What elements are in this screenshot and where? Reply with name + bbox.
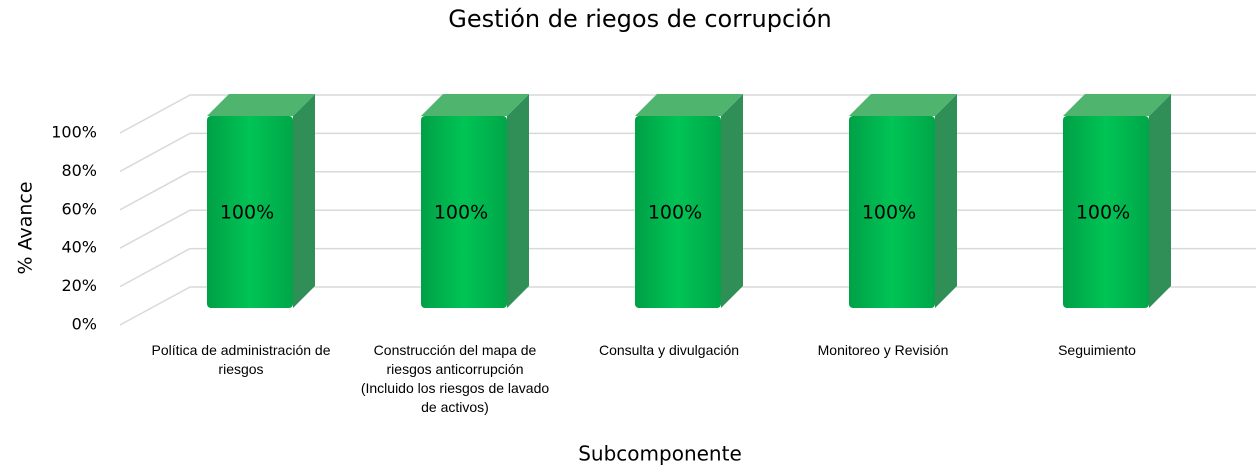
bar-top [421,94,529,116]
value-label: 100% [648,202,702,224]
bar-side [721,94,743,308]
x-axis-title: Subcomponente [578,442,742,466]
y-tick-label: 0% [72,315,97,334]
value-label: 100% [220,202,274,224]
y-axis-title: % Avance [15,181,37,274]
bar [1063,116,1149,308]
bar-top [207,94,315,116]
value-label: 100% [862,202,916,224]
y-tick-label: 40% [61,238,97,257]
bar [635,116,721,308]
bar [421,116,507,308]
bar-side [507,94,529,308]
x-tick-label: Consulta y divulgación [598,342,740,358]
y-tick-label: 20% [61,276,97,295]
bar-side [1149,94,1171,308]
bar-top [849,94,957,116]
x-tick-label: Seguimiento [1058,342,1136,358]
bar-top [1063,94,1171,116]
y-tick-label: 60% [61,199,97,218]
chart-title: Gestión de riegos de corrupción [448,5,831,33]
value-label: 100% [434,202,488,224]
value-label: 100% [1076,202,1130,224]
y-tick-label: 80% [61,161,97,180]
x-tick-label: Monitoreo y Revisión [817,342,949,358]
bar-side [935,94,957,308]
bar [849,116,935,308]
bar-top [635,94,743,116]
x-tick-label: Construcción del mapa de riesgos anticor… [360,342,550,415]
y-tick-label: 100% [51,123,97,142]
bar [207,116,293,308]
bar-side [293,94,315,308]
x-tick-label: Política de administración de riesgos [151,342,331,377]
